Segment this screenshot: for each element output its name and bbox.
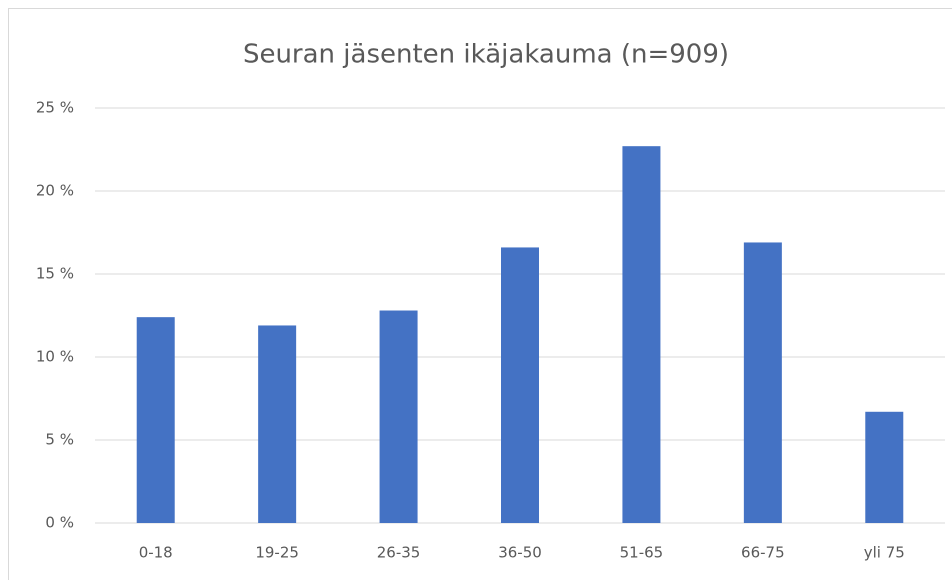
x-tick-label: 19-25 xyxy=(255,544,299,562)
x-tick-label: 0-18 xyxy=(139,544,173,562)
bar xyxy=(865,411,904,523)
y-tick-label: 25 % xyxy=(36,99,74,117)
bar xyxy=(379,310,418,523)
y-tick-label: 10 % xyxy=(36,348,74,366)
chart-title: Seuran jäsenten ikäjakauma (n=909) xyxy=(243,40,729,70)
y-tick-label: 5 % xyxy=(45,431,74,449)
y-tick-label: 20 % xyxy=(36,182,74,200)
bar xyxy=(743,242,782,523)
x-tick-label: 26-35 xyxy=(377,544,421,562)
x-tick-label: 66-75 xyxy=(741,544,785,562)
x-tick-label: 51-65 xyxy=(620,544,664,562)
x-tick-label: 36-50 xyxy=(498,544,542,562)
x-tick-label: yli 75 xyxy=(864,544,905,562)
y-tick-label: 15 % xyxy=(36,265,74,283)
y-tick-label: 0 % xyxy=(45,514,74,532)
bar xyxy=(622,146,661,523)
bar xyxy=(136,317,175,523)
bar xyxy=(258,325,297,523)
bar xyxy=(501,247,539,523)
